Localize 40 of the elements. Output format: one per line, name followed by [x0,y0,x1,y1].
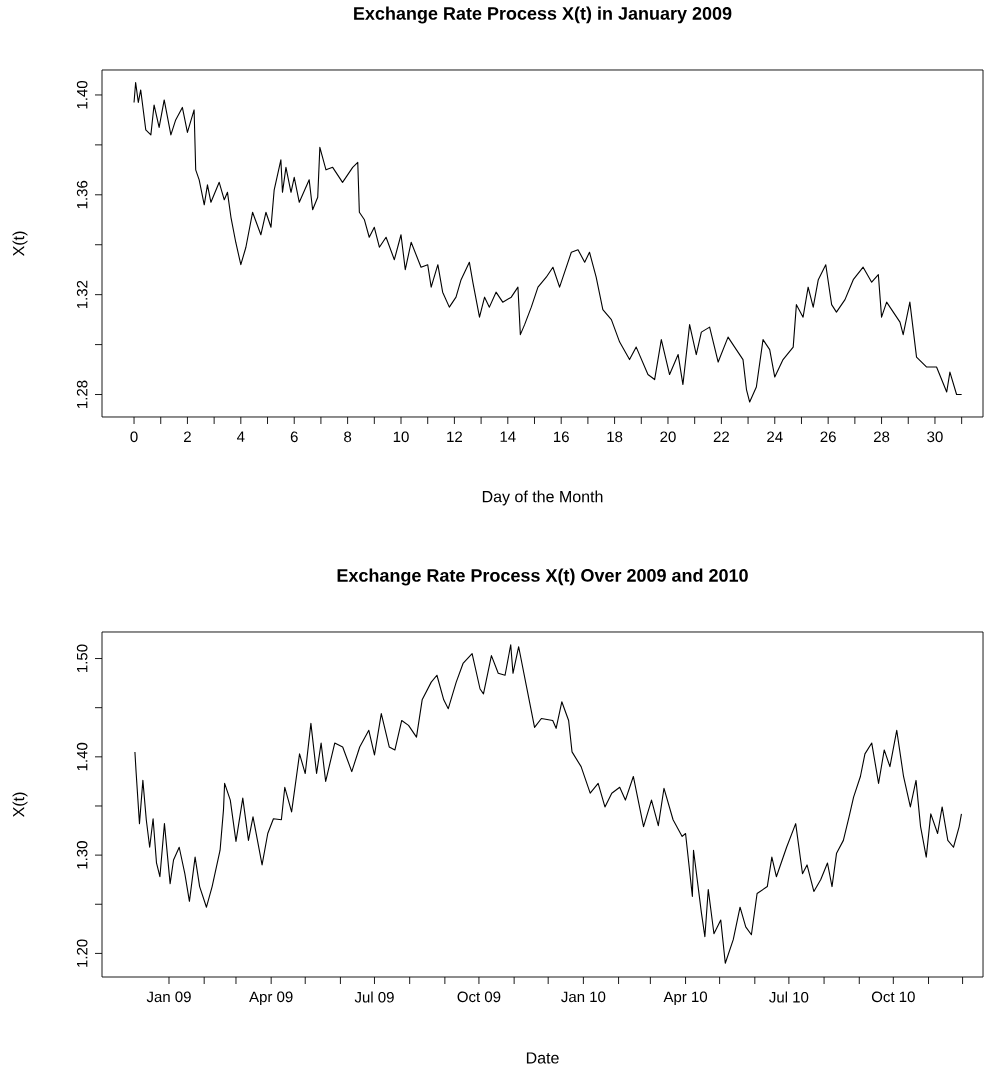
x-tick-label: 26 [820,431,836,443]
x-tick-label: Jan 10 [561,991,606,1003]
y-tick-label: 1.40 [76,742,88,771]
x-tick-label: 8 [344,431,352,443]
x-tick-label: 2 [184,431,191,442]
y-tick-label: 1.40 [76,80,88,109]
x-tick-label: 18 [607,431,623,443]
x-tick-label: Oct 09 [457,991,501,1003]
x-tick-label: 16 [553,431,569,443]
y-tick-label: 1.50 [76,644,88,672]
y-axis-title: X(t) [12,231,28,257]
x-tick-label: 30 [927,431,943,443]
x-tick-label: 20 [660,431,676,443]
line-series [133,81,963,403]
x-tick-label: 4 [237,431,245,442]
x-tick-label: 12 [447,431,462,442]
y-tick-label: 1.28 [76,380,88,408]
x-tick-label: 0 [130,431,138,443]
x-tick-label: Jul 09 [354,991,394,1003]
y-tick-label: 1.20 [76,939,88,967]
x-tick-label: 24 [767,431,783,442]
x-tick-label: 10 [393,431,409,443]
x-tick-label: 28 [873,431,890,443]
x-tick-label: Apr 09 [249,991,293,1006]
x-tick-label: 14 [500,431,516,442]
x-axis-title: Date [526,1052,559,1064]
y-axis-title: X(t) [12,792,28,818]
y-tick-label: 1.36 [76,180,88,209]
x-tick-label: Oct 10 [871,991,915,1003]
x-tick-label: Jul 10 [769,991,809,1003]
y-tick-label: 1.32 [76,280,88,309]
x-axis-title: Day of the Month [482,490,603,506]
x-tick-label: Jan 09 [146,991,191,1003]
x-tick-label: 22 [713,431,729,442]
x-tick-label: 6 [290,431,298,443]
line-series [134,644,962,964]
chart-title: Exchange Rate Process X(t) in January 2009 [354,6,732,24]
x-tick-label: Apr 10 [663,991,708,1006]
chart-title: Exchange Rate Process X(t) Over 2009 and 2010 [337,568,748,586]
y-tick-label: 1.30 [76,841,88,869]
